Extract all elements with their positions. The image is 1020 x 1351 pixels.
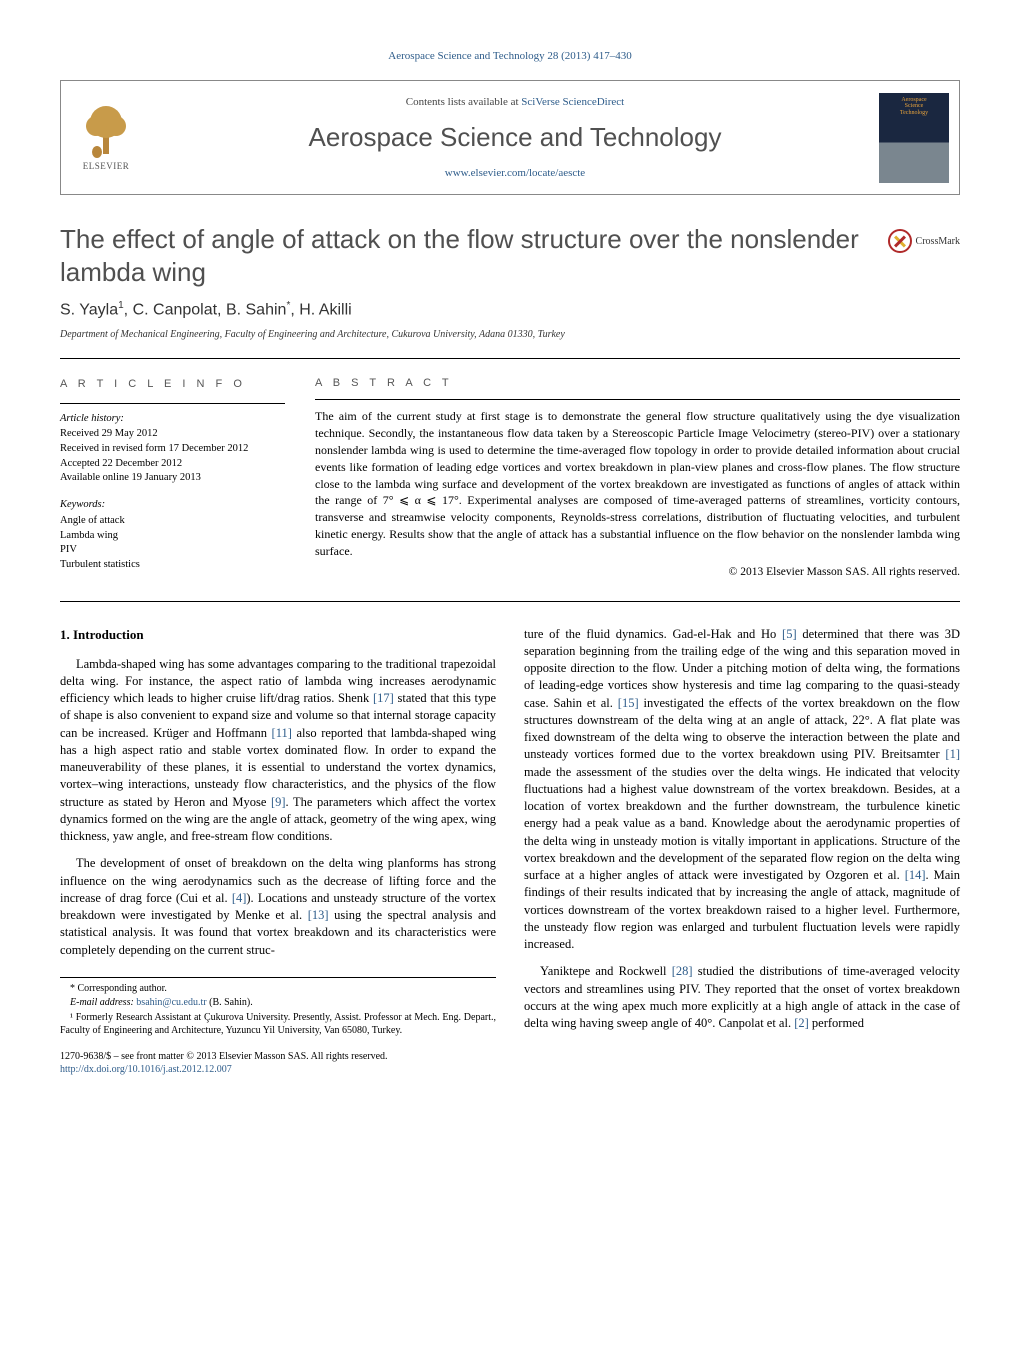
- article-info-column: A R T I C L E I N F O Article history: R…: [60, 377, 285, 584]
- rp2-seg-a: Yaniktepe and Rockwell: [540, 964, 672, 978]
- authors-line: S. Yayla1, C. Canpolat, B. Sahin*, H. Ak…: [60, 300, 960, 319]
- keyword-1: Angle of attack: [60, 514, 285, 529]
- intro-heading: 1. Introduction: [60, 626, 496, 644]
- crossmark-badge[interactable]: CrossMark: [888, 229, 960, 253]
- rp1-seg-d: made the assessment of the studies over …: [524, 765, 960, 883]
- ref-4[interactable]: [4]: [232, 891, 247, 905]
- contents-prefix: Contents lists available at: [406, 96, 521, 108]
- ref-17[interactable]: [17]: [373, 691, 394, 705]
- intro-para-1: Lambda-shaped wing has some advantages c…: [60, 656, 496, 846]
- ref-2[interactable]: [2]: [794, 1016, 809, 1030]
- abstract-copyright: © 2013 Elsevier Masson SAS. All rights r…: [315, 566, 960, 578]
- email-suffix: (B. Sahin).: [207, 997, 253, 1008]
- body-columns: 1. Introduction Lambda-shaped wing has s…: [60, 626, 960, 1076]
- corresponding-author-note: * Corresponding author.: [60, 982, 496, 996]
- rp2-seg-c: performed: [809, 1016, 864, 1030]
- keyword-3: PIV: [60, 543, 285, 558]
- doi-link[interactable]: http://dx.doi.org/10.1016/j.ast.2012.12.…: [60, 1063, 496, 1076]
- ref-15[interactable]: [15]: [618, 696, 639, 710]
- journal-name: Aerospace Science and Technology: [161, 122, 869, 153]
- rp1-seg-a: ture of the fluid dynamics. Gad-el-Hak a…: [524, 627, 782, 641]
- ref-5[interactable]: [5]: [782, 627, 797, 641]
- keywords-label: Keywords:: [60, 498, 285, 513]
- footer-left: 1270-9638/$ – see front matter © 2013 El…: [60, 1050, 496, 1076]
- cover-text-1: Aerospace: [901, 97, 926, 104]
- author-group-2: , C. Canpolat, B. Sahin: [124, 301, 287, 318]
- ref-28[interactable]: [28]: [672, 964, 693, 978]
- right-column: ture of the fluid dynamics. Gad-el-Hak a…: [524, 626, 960, 1076]
- elsevier-logo: ELSEVIER: [61, 81, 151, 194]
- history-label: Article history:: [60, 412, 285, 427]
- author-email[interactable]: bsahin@cu.edu.tr: [136, 997, 206, 1008]
- issn-line: 1270-9638/$ – see front matter © 2013 El…: [60, 1050, 496, 1063]
- abstract-column: A B S T R A C T The aim of the current s…: [315, 377, 960, 584]
- cover-text-3: Technology: [900, 110, 928, 117]
- ref-11[interactable]: [11]: [272, 726, 292, 740]
- journal-cover-thumbnail: Aerospace Science Technology: [879, 93, 949, 183]
- divider-info: [60, 403, 285, 404]
- journal-url[interactable]: www.elsevier.com/locate/aescte: [161, 167, 869, 179]
- right-para-2: Yaniktepe and Rockwell [28] studied the …: [524, 963, 960, 1032]
- divider-bottom: [60, 601, 960, 602]
- author-note-1: ¹ Formerly Research Assistant at Çukurov…: [60, 1011, 496, 1038]
- author-1: S. Yayla: [60, 301, 118, 318]
- accepted-date: Accepted 22 December 2012: [60, 457, 285, 472]
- right-para-1: ture of the fluid dynamics. Gad-el-Hak a…: [524, 626, 960, 954]
- sciencedirect-link[interactable]: SciVerse ScienceDirect: [521, 96, 624, 108]
- crossmark-icon: [888, 229, 912, 253]
- keyword-4: Turbulent statistics: [60, 558, 285, 573]
- article-title: The effect of angle of attack on the flo…: [60, 223, 888, 288]
- footnotes: * Corresponding author. E-mail address: …: [60, 977, 496, 1038]
- divider-abstract: [315, 399, 960, 400]
- ref-14[interactable]: [14]: [905, 868, 926, 882]
- header-center: Contents lists available at SciVerse Sci…: [151, 88, 879, 187]
- revised-date: Received in revised form 17 December 201…: [60, 442, 285, 457]
- journal-citation-top[interactable]: Aerospace Science and Technology 28 (201…: [60, 50, 960, 62]
- elsevier-tree-icon: [81, 104, 131, 159]
- received-date: Received 29 May 2012: [60, 427, 285, 442]
- contents-available-line: Contents lists available at SciVerse Sci…: [161, 96, 869, 108]
- left-column: 1. Introduction Lambda-shaped wing has s…: [60, 626, 496, 1076]
- journal-header: ELSEVIER Contents lists available at Sci…: [60, 80, 960, 195]
- abstract-heading: A B S T R A C T: [315, 377, 960, 389]
- email-line: E-mail address: bsahin@cu.edu.tr (B. Sah…: [60, 996, 496, 1010]
- ref-1[interactable]: [1]: [945, 747, 960, 761]
- intro-para-2: The development of onset of breakdown on…: [60, 855, 496, 959]
- article-info-heading: A R T I C L E I N F O: [60, 377, 285, 392]
- publisher-name: ELSEVIER: [83, 161, 130, 171]
- keyword-2: Lambda wing: [60, 529, 285, 544]
- crossmark-label: CrossMark: [916, 236, 960, 247]
- ref-9[interactable]: [9]: [271, 795, 286, 809]
- ref-13[interactable]: [13]: [308, 908, 329, 922]
- affiliation: Department of Mechanical Engineering, Fa…: [60, 329, 960, 340]
- abstract-text: The aim of the current study at first st…: [315, 408, 960, 559]
- cover-text-2: Science: [905, 103, 924, 110]
- email-label: E-mail address:: [70, 997, 136, 1008]
- author-3: , H. Akilli: [290, 301, 351, 318]
- online-date: Available online 19 January 2013: [60, 471, 285, 486]
